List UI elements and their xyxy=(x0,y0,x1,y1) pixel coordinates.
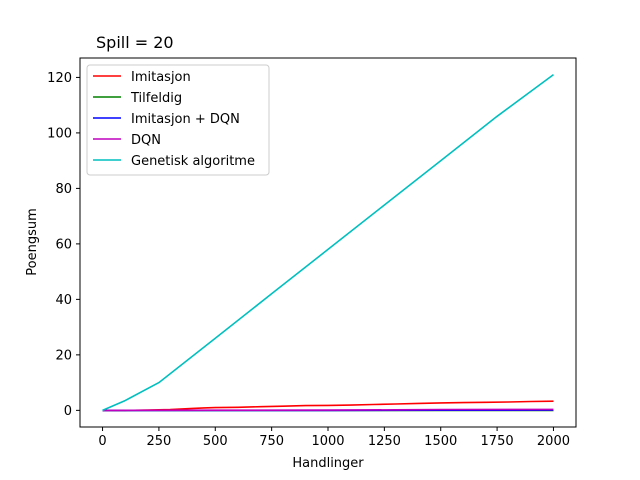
x-tick-label-4: 1000 xyxy=(311,434,344,449)
series-line-4 xyxy=(102,73,554,412)
legend-label-2: Imitasjon + DQN xyxy=(131,112,240,127)
x-axis-label: Handlinger xyxy=(292,456,364,471)
series-layer xyxy=(102,73,554,412)
y-tick-label-5: 100 xyxy=(47,126,72,141)
legend-label-4: Genetisk algoritme xyxy=(131,154,255,169)
legend: Imitasjon Tilfeldig Imitasjon + DQN DQN Gene… xyxy=(86,64,270,176)
y-tick-label-3: 60 xyxy=(55,237,72,252)
y-tick-label-6: 120 xyxy=(47,71,72,86)
y-axis-label: Poengsum xyxy=(25,208,40,276)
y-tick-label-4: 80 xyxy=(55,182,72,197)
x-tick-label-5: 1250 xyxy=(368,434,401,449)
x-axis-ticks: 0 250 500 750 1000 1250 1500 1750 2000 xyxy=(98,427,570,449)
y-axis-ticks: 0 20 40 60 80 100 120 xyxy=(47,71,80,419)
y-tick-label-1: 20 xyxy=(55,348,72,363)
series-line-3 xyxy=(102,408,554,412)
x-tick-label-0: 0 xyxy=(98,434,106,449)
chart-title: Spill = 20 xyxy=(96,33,174,52)
x-tick-label-6: 1500 xyxy=(424,434,457,449)
legend-label-0: Imitasjon xyxy=(131,70,191,85)
y-tick-label-2: 40 xyxy=(55,293,72,308)
x-tick-label-2: 500 xyxy=(203,434,228,449)
legend-box xyxy=(86,64,270,176)
x-tick-label-3: 750 xyxy=(259,434,284,449)
x-tick-label-7: 1750 xyxy=(481,434,514,449)
y-tick-label-0: 0 xyxy=(64,404,72,419)
x-tick-label-1: 250 xyxy=(146,434,171,449)
legend-label-1: Tilfeldig xyxy=(130,91,182,106)
x-tick-label-8: 2000 xyxy=(537,434,570,449)
series-line-0 xyxy=(102,400,554,412)
legend-label-3: DQN xyxy=(131,133,161,148)
